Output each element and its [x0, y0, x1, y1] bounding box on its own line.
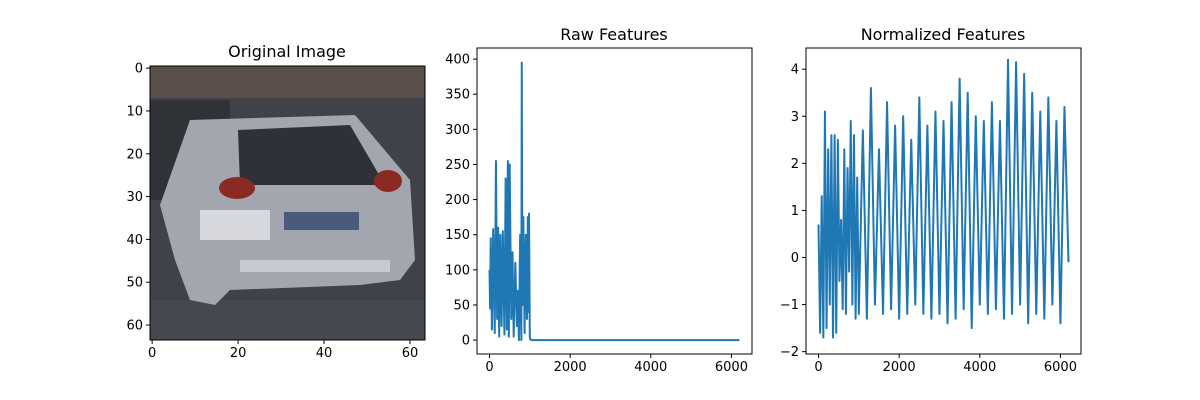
y-tick-label: 3	[791, 110, 799, 125]
x-tick-label: 40	[316, 346, 333, 361]
x-tick-label: 6000	[715, 360, 748, 375]
y-tick-label: 50	[453, 298, 470, 313]
axes-spines	[805, 47, 1082, 355]
image-license-plate	[284, 212, 359, 230]
image-highlight	[200, 210, 270, 240]
y-tick-label: 0	[791, 251, 799, 266]
axes-spines	[476, 47, 753, 355]
y-tick-label: 2	[791, 157, 799, 172]
x-tick-label: 6000	[1044, 360, 1077, 375]
panel-title: Raw Features	[560, 25, 668, 44]
series-line-0	[817, 58, 1070, 339]
y-tick-label: 300	[445, 123, 470, 138]
series-line	[488, 61, 740, 342]
raw-features-panel: Raw Features 0 2000 4000 6000 0 50 100 150 200 25…	[445, 25, 753, 375]
normalized-features-panel: Normalized Features 0 2000 4000 6000 −2 −1 0 1 2…	[780, 25, 1082, 375]
y-tick-label: −1	[780, 298, 799, 313]
y-tick-label: 60	[126, 319, 143, 334]
y-tick-label: −2	[780, 345, 799, 360]
image-bumper-highlight	[240, 260, 390, 272]
x-tick-label: 4000	[634, 360, 667, 375]
image-building	[150, 66, 425, 98]
x-tick-label: 4000	[963, 360, 996, 375]
axes-frame	[149, 65, 426, 341]
x-tick-label: 2000	[883, 360, 916, 375]
panel-title: Original Image	[228, 42, 346, 61]
y-tick-label: 100	[445, 263, 470, 278]
y-tick-label: 0	[135, 62, 143, 77]
ticks: 0 2000 4000 6000 −2 −1 0 1 2 3 4	[780, 63, 1077, 375]
axes-frame	[476, 47, 753, 355]
y-tick-label: 4	[791, 63, 799, 78]
axes-spines	[149, 65, 426, 341]
series-line	[817, 58, 1070, 339]
x-tick-label: 60	[402, 346, 419, 361]
image-tail-light-right	[374, 170, 402, 192]
y-tick-label: 400	[445, 53, 470, 68]
y-tick-label: 0	[462, 334, 470, 349]
y-tick-label: 150	[445, 228, 470, 243]
x-tick-label: 2000	[554, 360, 587, 375]
original-image-panel: Original Image 0 20 40 60 0 10 20 30 40 50 60	[126, 42, 426, 361]
x-tick-label: 0	[814, 360, 822, 375]
y-tick-label: 1	[791, 204, 799, 219]
y-tick-label: 200	[445, 193, 470, 208]
series-line-0	[488, 61, 740, 342]
ticks: 0 2000 4000 6000 0 50 100 150 200 250 300 350 400	[445, 53, 748, 375]
x-tick-label: 0	[485, 360, 493, 375]
image-tail-light-left	[219, 177, 255, 199]
x-tick-label: 20	[230, 346, 247, 361]
y-tick-label: 30	[126, 190, 143, 205]
y-tick-label: 350	[445, 88, 470, 103]
ticks: 0 20 40 60 0 10 20 30 40 50 60	[126, 62, 418, 361]
y-tick-label: 250	[445, 158, 470, 173]
panel-title: Normalized Features	[861, 25, 1026, 44]
y-tick-label: 40	[126, 233, 143, 248]
x-tick-label: 0	[148, 346, 156, 361]
y-tick-label: 10	[126, 104, 143, 119]
car-image	[150, 66, 425, 340]
y-tick-label: 20	[126, 147, 143, 162]
image-rear-window	[238, 125, 385, 185]
image-road	[150, 300, 425, 340]
axes-frame	[805, 47, 1082, 355]
y-tick-label: 50	[126, 276, 143, 291]
